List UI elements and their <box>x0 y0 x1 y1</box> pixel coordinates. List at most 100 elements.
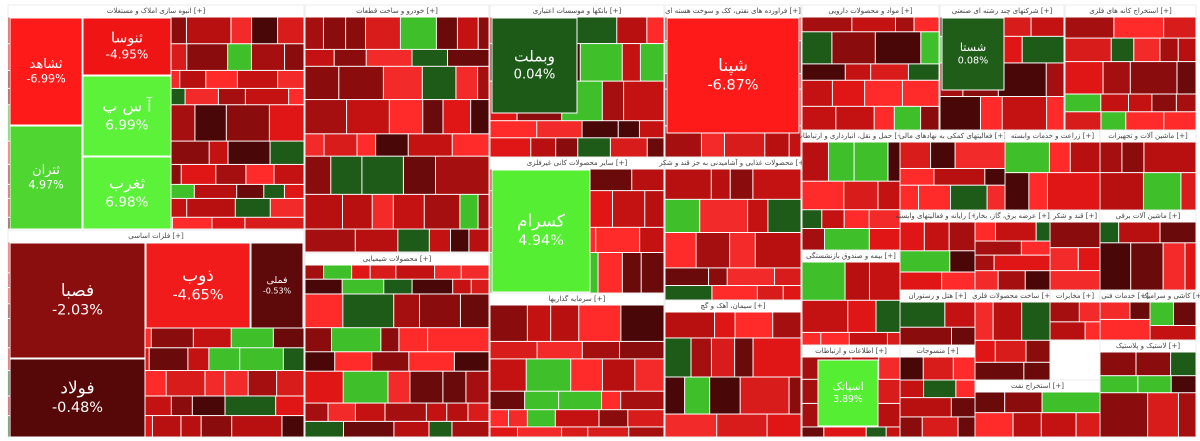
sector-title[interactable]: خودرو و ساخت قطعات [+] <box>356 7 438 15</box>
stock-cell <box>949 222 975 251</box>
stock-tile[interactable] <box>817 359 879 427</box>
sector-title[interactable]: انبوه سازی املاک و مستغلات [+] <box>107 7 206 15</box>
sector-title[interactable]: ساخت محصولات فلزی [+] <box>972 292 1053 300</box>
stock-cell <box>852 17 895 32</box>
stock-cell <box>339 66 383 100</box>
stock-cell <box>934 168 985 185</box>
sector-title[interactable]: اطلاعات و ارتباطات [+] <box>815 347 887 355</box>
stock-cell <box>613 191 645 227</box>
sector-title[interactable]: استخراج کانه های فلزی [+] <box>1089 7 1172 15</box>
stock-cell <box>1171 352 1196 376</box>
sector-title[interactable]: خدمات فنی [+] <box>1101 292 1149 300</box>
stock-cell <box>454 352 489 371</box>
stock-cell <box>490 359 526 391</box>
stock-tile[interactable] <box>9 17 83 126</box>
stock-cell <box>844 210 869 228</box>
stock-cell <box>452 134 489 156</box>
sector-title[interactable]: کاشی و سرامیک [+] <box>1142 292 1200 300</box>
stock-cell <box>1085 322 1100 340</box>
sector-title[interactable]: منسوجات [+] <box>916 347 959 355</box>
stock-cell <box>802 210 822 228</box>
sector: خدمات فنی [+] <box>1099 289 1151 341</box>
stock-tile[interactable] <box>250 242 304 329</box>
stock-cell <box>376 134 408 156</box>
sector-title[interactable]: مواد و محصولات دارویی [+] <box>828 7 912 15</box>
stock-cell <box>186 17 231 44</box>
stock-tile[interactable] <box>491 169 591 293</box>
stock-cell <box>466 371 489 403</box>
stock-cell <box>1065 17 1114 38</box>
stock-cell <box>562 427 588 437</box>
stock-cell <box>1041 413 1076 437</box>
sector-title[interactable]: فراورده های نفتی، کک و سوخت هسته ای [+] <box>665 7 801 15</box>
stock-cell <box>305 279 342 294</box>
stock-cell <box>755 232 801 268</box>
sector-title[interactable]: زراعت و خدمات وابسته [+] <box>1011 132 1094 140</box>
sector-title[interactable]: لاستیک و پلاستیک [+] <box>1116 342 1180 350</box>
stock-cell <box>975 413 1013 437</box>
stock-cell <box>975 271 998 290</box>
stock-cell <box>366 49 412 66</box>
stock-tile[interactable] <box>82 17 172 76</box>
stock-tile[interactable] <box>82 75 172 157</box>
stock-tile[interactable] <box>941 17 1005 91</box>
stock-cell <box>1050 302 1079 322</box>
stock-change: 3.89% <box>833 394 863 405</box>
stock-cell <box>366 17 400 49</box>
sector-title[interactable]: محصولات غذایی و آشامیدنی به جز قند و شکر… <box>658 158 807 167</box>
stock-tile[interactable] <box>9 125 83 230</box>
stock-cell <box>452 421 489 437</box>
stock-tile[interactable] <box>666 17 800 134</box>
stock-cell <box>284 184 304 198</box>
sector-title[interactable]: بانکها و موسسات اعتباری [+] <box>533 7 622 15</box>
sector-title[interactable]: حمل و نقل، انبارداری و ارتباطات [+] <box>796 132 906 140</box>
stock-cell <box>1160 222 1196 243</box>
stock-tile[interactable] <box>491 17 578 114</box>
sector-title[interactable]: بیمه و صندوق بازنشستگی [+] <box>806 251 896 260</box>
sector: فراورده های نفتی، کک و سوخت هسته ای [+] ش… <box>664 4 802 158</box>
sector-title[interactable]: قند و شکر [+] <box>1052 212 1097 220</box>
stock-cell <box>185 88 218 105</box>
stock-cell <box>490 410 509 427</box>
stock-tile[interactable] <box>82 156 172 230</box>
stock-cell <box>635 359 664 391</box>
sector: خودرو و ساخت قطعات [+] <box>304 4 490 253</box>
stock-cell <box>878 181 900 210</box>
stock-cell <box>621 391 664 410</box>
stock-change: 0.04% <box>514 67 556 82</box>
stock-cell <box>453 279 471 294</box>
stock-cell <box>324 134 357 156</box>
stock-tile[interactable] <box>9 242 146 359</box>
sector-title[interactable]: ماشین آلات برقی [+] <box>1116 211 1181 220</box>
sector-title[interactable]: سیمان، آهک و گچ [+] <box>701 301 766 310</box>
stock-cell <box>845 262 869 300</box>
sector-title[interactable]: استخراج نفت [+] <box>1011 382 1064 390</box>
sector-title[interactable]: رایانه و فعالیتهای وابسته [+] <box>895 212 979 220</box>
sector-title[interactable]: ماشین آلات و تجهیزات [+] <box>1108 131 1188 140</box>
sector-title[interactable]: شرکتهای چند رشته ای صنعتی [+] <box>952 7 1053 15</box>
stock-cell <box>398 229 429 252</box>
sector-title[interactable]: سرمایه گذاریها [+] <box>549 294 606 303</box>
stock-cell <box>1024 362 1050 380</box>
stock-tile[interactable] <box>9 358 146 438</box>
stock-tile[interactable] <box>145 242 251 329</box>
stock-cell <box>1013 413 1041 437</box>
stock-cell <box>953 357 975 380</box>
sector-title[interactable]: فلزات اساسی [+] <box>128 232 184 240</box>
stock-cell <box>490 341 537 359</box>
sector-title[interactable]: عرضه برق، گاز، بخار [+] <box>974 211 1050 220</box>
stock-cell <box>1005 142 1049 173</box>
sector-title[interactable]: محصولات شیمیایی [+] <box>363 255 432 263</box>
sector-title[interactable]: سایر محصولات کانی غیرفلزی [+] <box>527 159 628 167</box>
stock-cell <box>450 229 469 252</box>
stock-cell <box>822 210 844 228</box>
sector-title[interactable]: مخابرات [+] <box>1056 292 1095 300</box>
stock-cell <box>289 88 304 105</box>
stock-cell <box>388 371 410 403</box>
stock-cell <box>757 286 783 300</box>
stock-cell <box>709 268 727 286</box>
stock-cell <box>1178 393 1196 437</box>
sector-title[interactable]: هتل و رستوران [+] <box>909 292 967 300</box>
sector-title[interactable]: فعالیتهای کمکی به نهادهای مالی [+] <box>899 132 1006 140</box>
stock-cell <box>232 416 282 437</box>
